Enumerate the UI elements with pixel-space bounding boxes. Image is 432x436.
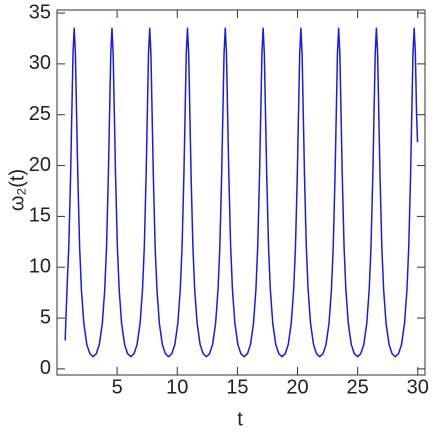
y-tick-label: 25 [29,103,51,125]
x-tick-label: 15 [226,376,248,398]
y-tick-label: 20 [29,154,51,176]
plot-frame [56,9,426,376]
data-line [64,27,419,358]
x-tick-label: 30 [407,376,429,398]
x-tick-label: 5 [112,376,123,398]
x-tick-label: 20 [286,376,308,398]
y-tick-label: 0 [40,357,51,379]
x-axis-label: t [237,408,243,430]
y-tick-label: 10 [29,256,51,278]
y-tick-label: 5 [40,306,51,328]
y-axis-label: ω₂(t) [6,169,28,211]
y-tick-label: 30 [29,52,51,74]
y-tick-label: 35 [29,1,51,23]
x-tick-label: 10 [166,376,188,398]
y-tick-label: 15 [29,205,51,227]
x-tick-label: 25 [347,376,369,398]
